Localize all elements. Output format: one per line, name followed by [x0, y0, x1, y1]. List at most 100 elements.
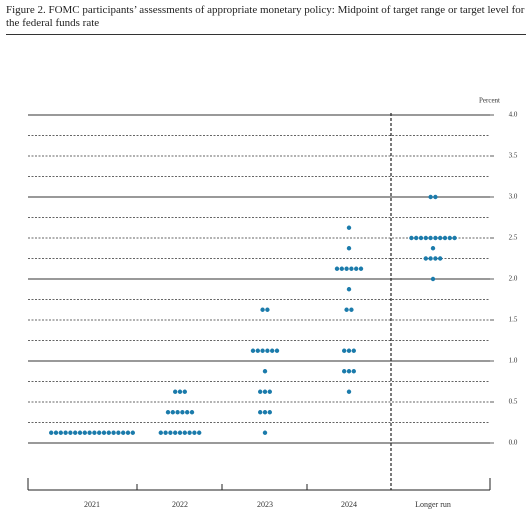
dot [125, 430, 131, 435]
dot [260, 307, 265, 312]
dot [121, 430, 126, 435]
dot [168, 430, 173, 435]
dot [265, 348, 270, 353]
dot [423, 235, 428, 241]
dot [77, 430, 83, 435]
dot [111, 430, 116, 435]
dot [192, 430, 197, 435]
dot [260, 348, 265, 353]
dot [447, 235, 452, 241]
dot [433, 194, 438, 200]
y-tick-label: 2.0 [509, 275, 518, 283]
dot [250, 348, 256, 353]
dot [265, 307, 270, 312]
dot [351, 369, 356, 374]
dot [346, 225, 352, 230]
dot [255, 348, 260, 353]
dot [101, 430, 107, 435]
dot [351, 348, 356, 353]
dot [267, 410, 272, 415]
dot [53, 430, 59, 435]
dot [418, 235, 424, 241]
x-tick-label: 2022 [172, 500, 188, 509]
dot [344, 266, 349, 271]
dot [73, 430, 78, 435]
dot [63, 430, 68, 435]
dot [262, 410, 268, 415]
dot [262, 389, 268, 394]
dot [428, 256, 433, 261]
dot [346, 369, 352, 374]
dot [116, 430, 121, 435]
dot [354, 266, 359, 271]
x-tick-label: 2023 [257, 500, 273, 509]
dot [409, 235, 414, 241]
dot [433, 256, 438, 261]
dot [342, 369, 347, 374]
dot [428, 235, 433, 241]
dot [430, 246, 436, 251]
dot [274, 348, 280, 353]
chart-title: Figure 2. FOMC participants’ assessments… [6, 4, 526, 35]
dot [430, 276, 436, 282]
y-tick-label: 3.5 [509, 152, 518, 160]
y-tick-label: 2.5 [509, 234, 518, 242]
dot [262, 369, 268, 374]
y-tick-label: 4.0 [509, 111, 518, 119]
dot [339, 266, 344, 271]
dot [182, 389, 187, 394]
dot [180, 410, 185, 415]
y-tick-label: 0.0 [509, 439, 518, 447]
dot [173, 430, 178, 435]
y-tick-label: 1.0 [509, 357, 518, 365]
x-tick-label: 2024 [341, 500, 357, 509]
dot [170, 410, 175, 415]
dot [49, 430, 54, 435]
dot [175, 410, 180, 415]
dot [197, 430, 202, 435]
x-tick-label: 2021 [84, 500, 100, 509]
dot [438, 256, 443, 261]
y-tick-label: 0.5 [509, 398, 518, 406]
dot [173, 389, 178, 394]
dot [92, 430, 97, 435]
dot [342, 348, 347, 353]
dot [158, 430, 163, 435]
y-tick-label: 1.5 [509, 316, 518, 324]
dot [346, 348, 352, 353]
dot [428, 194, 433, 200]
y-axis-label: Percent [479, 97, 500, 105]
dot [270, 348, 275, 353]
dot [258, 389, 263, 394]
dot [187, 430, 192, 435]
dot [262, 430, 268, 435]
dot [177, 389, 183, 394]
dot [97, 430, 102, 435]
y-tick-label: 3.0 [509, 193, 518, 201]
dot [334, 266, 340, 271]
dot [433, 235, 438, 241]
dot [346, 246, 352, 251]
dot [182, 430, 187, 435]
dot [258, 410, 263, 415]
dot [414, 235, 419, 241]
dot [106, 430, 112, 435]
dot [130, 430, 135, 435]
dot [189, 410, 195, 415]
dot [82, 430, 88, 435]
dot [346, 287, 352, 292]
dot [267, 389, 272, 394]
dot [68, 430, 73, 435]
dot [87, 430, 92, 435]
dot [344, 307, 349, 312]
dot [442, 235, 448, 241]
dot [177, 430, 183, 435]
dot [438, 235, 443, 241]
dot [185, 410, 190, 415]
dot [358, 266, 364, 271]
dot [423, 256, 428, 261]
dot [163, 430, 168, 435]
dot [452, 235, 457, 241]
